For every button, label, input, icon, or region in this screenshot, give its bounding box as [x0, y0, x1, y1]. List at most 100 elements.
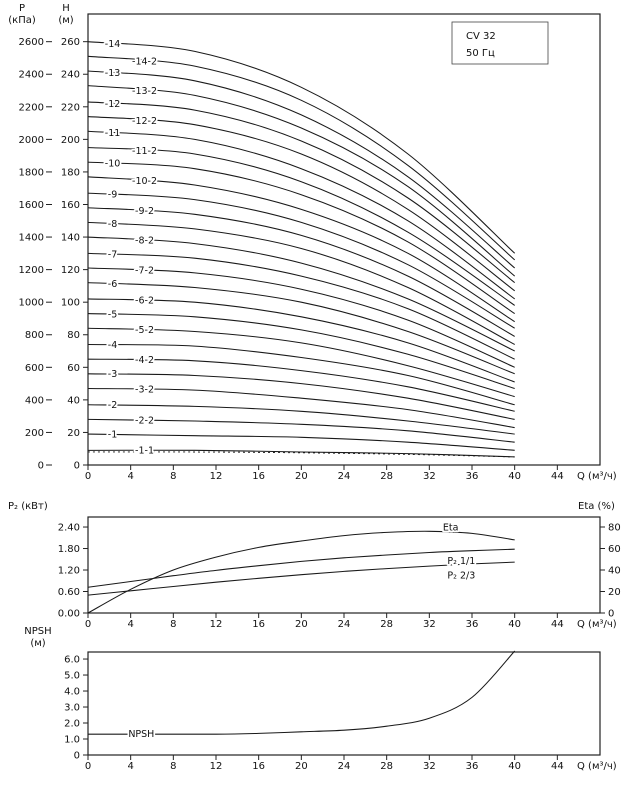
svg-text:200: 200 — [25, 428, 44, 439]
svg-text:-8-2: -8-2 — [135, 236, 154, 247]
svg-text:1800: 1800 — [19, 167, 44, 178]
svg-text:2000: 2000 — [19, 135, 44, 146]
svg-text:-8: -8 — [108, 219, 117, 230]
svg-text:-14: -14 — [105, 39, 121, 50]
svg-text:36: 36 — [466, 619, 479, 630]
svg-text:16: 16 — [252, 619, 265, 630]
head-capacity-chart: 0 4 8 12 16 20 24 28 32 36 40 44 Q (м³/ч)02004006008… — [8, 3, 617, 482]
svg-text:P: P — [19, 3, 25, 14]
svg-text:1400: 1400 — [19, 233, 44, 244]
svg-text:40: 40 — [508, 619, 521, 630]
svg-text:2.40: 2.40 — [58, 523, 80, 534]
svg-text:1.0: 1.0 — [64, 735, 80, 746]
svg-text:6.0: 6.0 — [64, 655, 80, 666]
svg-text:28: 28 — [380, 761, 393, 772]
svg-text:40: 40 — [508, 471, 521, 482]
svg-text:4: 4 — [127, 761, 133, 772]
svg-text:16: 16 — [252, 471, 265, 482]
svg-text:1200: 1200 — [19, 265, 44, 276]
svg-text:-2-2: -2-2 — [135, 415, 154, 426]
svg-text:200: 200 — [61, 135, 80, 146]
svg-text:400: 400 — [25, 395, 44, 406]
svg-text:0: 0 — [85, 471, 91, 482]
svg-text:-10-2: -10-2 — [132, 176, 157, 187]
svg-text:-7-2: -7-2 — [135, 266, 154, 277]
svg-text:1600: 1600 — [19, 200, 44, 211]
svg-text:20: 20 — [295, 619, 308, 630]
svg-text:180: 180 — [61, 167, 80, 178]
svg-text:-9: -9 — [108, 190, 117, 201]
svg-text:Eta: Eta — [443, 522, 459, 533]
svg-text:NPSH: NPSH — [24, 626, 51, 637]
svg-text:Q (м³/ч): Q (м³/ч) — [577, 619, 617, 630]
svg-text:-6: -6 — [108, 279, 117, 290]
svg-text:24: 24 — [338, 761, 351, 772]
svg-text:H: H — [62, 3, 70, 14]
svg-text:36: 36 — [466, 471, 479, 482]
svg-text:4: 4 — [127, 471, 133, 482]
svg-text:-11: -11 — [105, 128, 121, 139]
npsh-chart: 0 4 8 12 16 20 24 28 32 36 40 44 Q (м³/ч) 0 1.0 2.0 3.0 4… — [24, 626, 616, 772]
svg-text:-7: -7 — [108, 249, 117, 260]
svg-text:20: 20 — [608, 587, 621, 598]
svg-text:160: 160 — [61, 200, 80, 211]
svg-text:1.80: 1.80 — [58, 544, 80, 555]
svg-text:Q (м³/ч): Q (м³/ч) — [577, 761, 617, 772]
svg-text:-1: -1 — [108, 429, 117, 440]
svg-text:-4: -4 — [108, 340, 117, 351]
svg-text:40: 40 — [508, 761, 521, 772]
svg-text:P₂ 2/3: P₂ 2/3 — [447, 570, 475, 581]
svg-text:32: 32 — [423, 471, 436, 482]
svg-text:-10: -10 — [105, 159, 121, 170]
svg-text:0.00: 0.00 — [58, 609, 80, 620]
svg-text:600: 600 — [25, 363, 44, 374]
svg-text:1.20: 1.20 — [58, 566, 80, 577]
svg-text:-5-2: -5-2 — [135, 325, 154, 336]
svg-text:4: 4 — [127, 619, 133, 630]
svg-text:0: 0 — [608, 609, 614, 620]
svg-text:-6-2: -6-2 — [135, 296, 154, 307]
svg-text:4.0: 4.0 — [64, 687, 80, 698]
svg-text:120: 120 — [61, 265, 80, 276]
svg-text:24: 24 — [338, 619, 351, 630]
svg-text:240: 240 — [61, 70, 80, 81]
svg-text:8: 8 — [170, 471, 176, 482]
svg-text:32: 32 — [423, 761, 436, 772]
svg-text:P₂ (кВт): P₂ (кВт) — [8, 501, 48, 512]
svg-text:-12: -12 — [105, 99, 121, 110]
svg-text:-2: -2 — [108, 400, 117, 411]
svg-text:-13: -13 — [105, 68, 121, 79]
svg-text:28: 28 — [380, 471, 393, 482]
svg-text:-1-1: -1-1 — [135, 445, 154, 456]
svg-text:32: 32 — [423, 619, 436, 630]
svg-text:1000: 1000 — [19, 298, 44, 309]
svg-text:-3: -3 — [108, 369, 117, 380]
svg-text:40: 40 — [608, 565, 621, 576]
svg-text:Eta (%): Eta (%) — [578, 501, 615, 512]
svg-text:40: 40 — [67, 395, 80, 406]
svg-text:-11-2: -11-2 — [132, 146, 157, 157]
svg-text:12: 12 — [210, 619, 223, 630]
svg-text:2600: 2600 — [19, 37, 44, 48]
svg-text:36: 36 — [466, 761, 479, 772]
svg-text:60: 60 — [608, 544, 621, 555]
svg-text:(м): (м) — [30, 638, 45, 649]
svg-text:0: 0 — [85, 761, 91, 772]
power-efficiency-chart: 0 4 8 12 16 20 24 28 32 36 40 44 Q (м³/ч) 0.00 0.60 1.2… — [8, 501, 621, 630]
svg-text:5.0: 5.0 — [64, 671, 80, 682]
svg-text:20: 20 — [295, 471, 308, 482]
svg-text:Q (м³/ч): Q (м³/ч) — [577, 471, 617, 482]
svg-text:8: 8 — [170, 619, 176, 630]
svg-text:100: 100 — [61, 298, 80, 309]
svg-text:220: 220 — [61, 102, 80, 113]
svg-text:80: 80 — [67, 330, 80, 341]
svg-text:140: 140 — [61, 233, 80, 244]
svg-text:-12-2: -12-2 — [132, 116, 157, 127]
svg-text:50 Гц: 50 Гц — [466, 48, 495, 59]
svg-text:80: 80 — [608, 522, 621, 533]
svg-text:CV 32: CV 32 — [466, 31, 496, 42]
svg-text:2200: 2200 — [19, 102, 44, 113]
svg-text:NPSH: NPSH — [128, 729, 154, 740]
svg-text:2.0: 2.0 — [64, 719, 80, 730]
